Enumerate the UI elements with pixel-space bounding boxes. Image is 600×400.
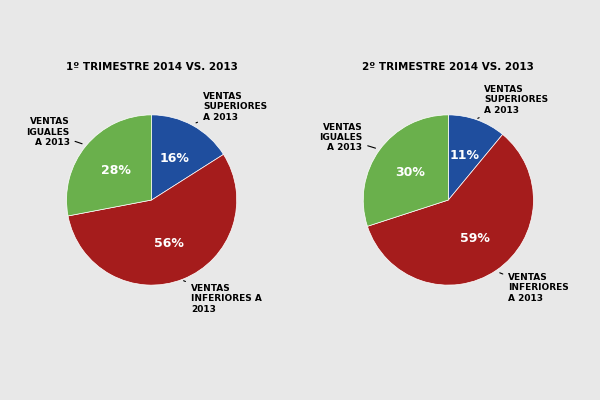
Wedge shape — [363, 115, 448, 226]
Text: 56%: 56% — [154, 237, 184, 250]
Text: VENTAS
IGUALES
A 2013: VENTAS IGUALES A 2013 — [26, 117, 82, 147]
Wedge shape — [68, 154, 237, 285]
Text: VENTAS
INFERIORES
A 2013: VENTAS INFERIORES A 2013 — [500, 273, 569, 303]
Text: 30%: 30% — [395, 166, 425, 179]
Title: 2º TRIMESTRE 2014 VS. 2013: 2º TRIMESTRE 2014 VS. 2013 — [362, 62, 535, 72]
Wedge shape — [67, 115, 152, 216]
Wedge shape — [367, 134, 533, 285]
Text: VENTAS
SUPERIORES
A 2013: VENTAS SUPERIORES A 2013 — [196, 92, 267, 123]
Text: 16%: 16% — [159, 152, 189, 166]
Text: VENTAS
SUPERIORES
A 2013: VENTAS SUPERIORES A 2013 — [478, 85, 548, 118]
Wedge shape — [152, 115, 223, 200]
Text: VENTAS
INFERIORES A
2013: VENTAS INFERIORES A 2013 — [184, 281, 262, 314]
Text: 11%: 11% — [449, 150, 479, 162]
Text: VENTAS
IGUALES
A 2013: VENTAS IGUALES A 2013 — [319, 122, 376, 152]
Text: 59%: 59% — [460, 232, 490, 245]
Wedge shape — [448, 115, 503, 200]
Title: 1º TRIMESTRE 2014 VS. 2013: 1º TRIMESTRE 2014 VS. 2013 — [65, 62, 238, 72]
Text: 28%: 28% — [101, 164, 130, 177]
